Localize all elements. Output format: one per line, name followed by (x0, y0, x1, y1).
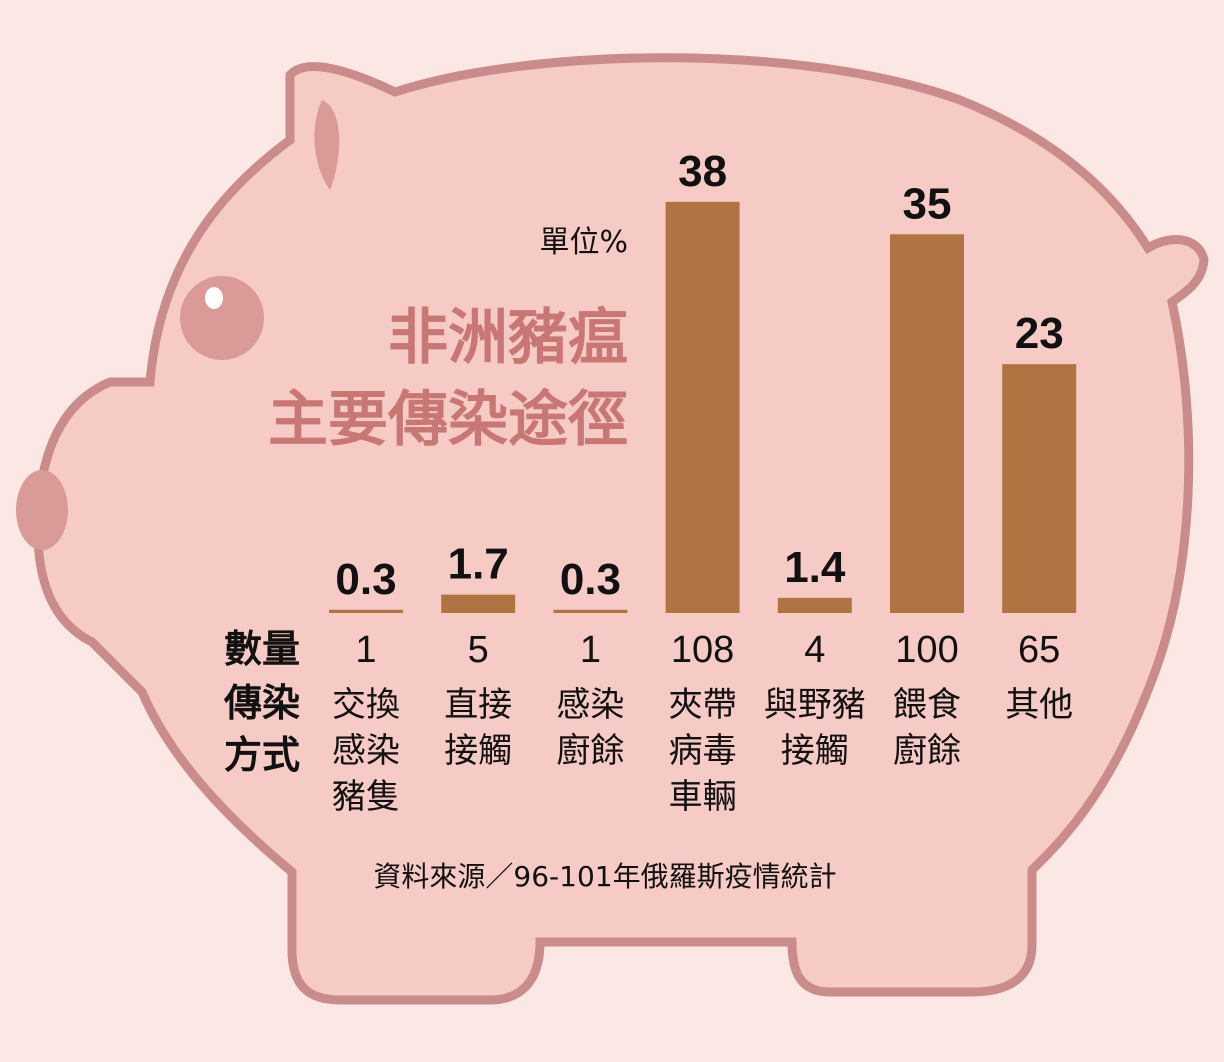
value-label: 0.3 (335, 555, 396, 604)
bar (329, 609, 403, 613)
category-label: 病毒 (669, 731, 737, 771)
unit-label: 單位% (539, 225, 628, 260)
value-label: 23 (1015, 309, 1064, 358)
category-label: 感染 (332, 731, 400, 771)
bar (890, 234, 964, 614)
count-label: 108 (671, 629, 734, 671)
bar (1002, 364, 1077, 613)
value-label: 35 (903, 179, 952, 228)
value-label: 0.3 (560, 555, 621, 604)
pig-snout (16, 470, 68, 550)
value-label: 1.7 (448, 540, 509, 589)
row-label: 數量 (224, 627, 300, 671)
category-label: 廚餘 (556, 731, 624, 771)
count-label: 100 (895, 629, 958, 671)
value-label: 1.4 (784, 543, 846, 592)
count-label: 5 (468, 629, 489, 671)
category-label: 車輛 (669, 777, 737, 817)
count-label: 65 (1018, 629, 1060, 671)
bar (553, 609, 628, 613)
category-label: 直接 (444, 685, 512, 725)
value-label: 38 (678, 147, 727, 196)
bar (777, 597, 852, 613)
category-label: 與野豬 (764, 685, 866, 725)
bar (665, 201, 740, 613)
count-label: 4 (804, 629, 825, 671)
row-label: 方式 (224, 733, 300, 777)
category-label: 接觸 (781, 731, 849, 771)
title-line: 非洲豬瘟 (388, 303, 628, 373)
category-label: 接觸 (444, 731, 512, 771)
row-label: 傳染 (223, 681, 300, 725)
pig-eye (180, 276, 264, 360)
category-label: 其他 (1005, 685, 1073, 725)
count-label: 1 (580, 629, 601, 671)
category-label: 廚餘 (893, 731, 961, 771)
pig-ear (314, 100, 340, 190)
title-line: 主要傳染途徑 (268, 385, 628, 455)
source: 資料來源／96-101年俄羅斯疫情統計 (373, 860, 836, 893)
category-label: 夾帶 (669, 685, 737, 725)
category-label: 豬隻 (332, 777, 400, 817)
category-label: 感染 (556, 685, 624, 725)
category-label: 交換 (332, 685, 400, 725)
bar (441, 594, 516, 613)
count-label: 1 (355, 629, 376, 671)
eye-highlight (205, 287, 223, 309)
category-label: 餵食 (893, 685, 961, 725)
